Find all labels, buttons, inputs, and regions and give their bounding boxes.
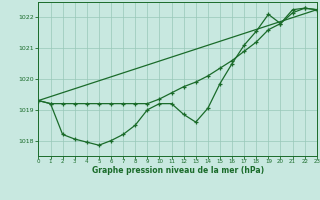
X-axis label: Graphe pression niveau de la mer (hPa): Graphe pression niveau de la mer (hPa) (92, 166, 264, 175)
